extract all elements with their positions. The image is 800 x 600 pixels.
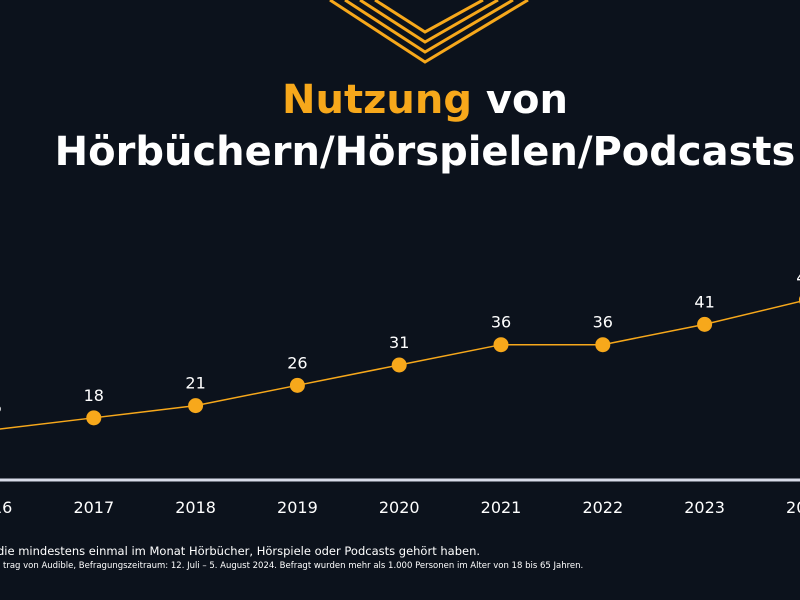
point: [493, 337, 509, 353]
title-rest: von: [486, 77, 568, 123]
point: [86, 410, 102, 426]
x-tick-label: 2016: [0, 498, 12, 517]
chart-title-line2: Hörbüchern/Hörspielen/Podcasts: [55, 129, 796, 175]
chart-title: Nutzung von: [282, 77, 568, 123]
footnote: die mindestens einmal im Monat Hörbücher…: [0, 544, 480, 558]
value-label: 41: [694, 292, 714, 311]
x-tick-label: 2021: [481, 498, 522, 517]
value-label: 36: [593, 313, 613, 332]
value-label: 47: [796, 268, 800, 287]
value-label: 31: [389, 333, 409, 352]
point: [188, 398, 204, 414]
value-label: 26: [287, 353, 307, 372]
value-label: 36: [491, 313, 511, 332]
x-tick-label: 2023: [684, 498, 725, 517]
value-label: 21: [185, 374, 205, 393]
x-tick-label: 2018: [175, 498, 216, 517]
x-tick-label: 2024: [786, 498, 800, 517]
title-highlight: Nutzung: [282, 77, 472, 123]
point: [697, 316, 713, 332]
point: [391, 357, 407, 373]
x-tick-label: 2020: [379, 498, 420, 517]
point: [595, 337, 611, 353]
x-tick-label: 2022: [582, 498, 623, 517]
value-label: 18: [84, 386, 104, 405]
x-tick-label: 2017: [73, 498, 114, 517]
logo-chevrons: [329, 0, 529, 64]
point: [289, 377, 305, 393]
x-tick-label: 2019: [277, 498, 318, 517]
footnote-source: trag von Audible, Befragungszeitraum: 12…: [3, 561, 583, 571]
value-label: 15: [0, 398, 2, 417]
